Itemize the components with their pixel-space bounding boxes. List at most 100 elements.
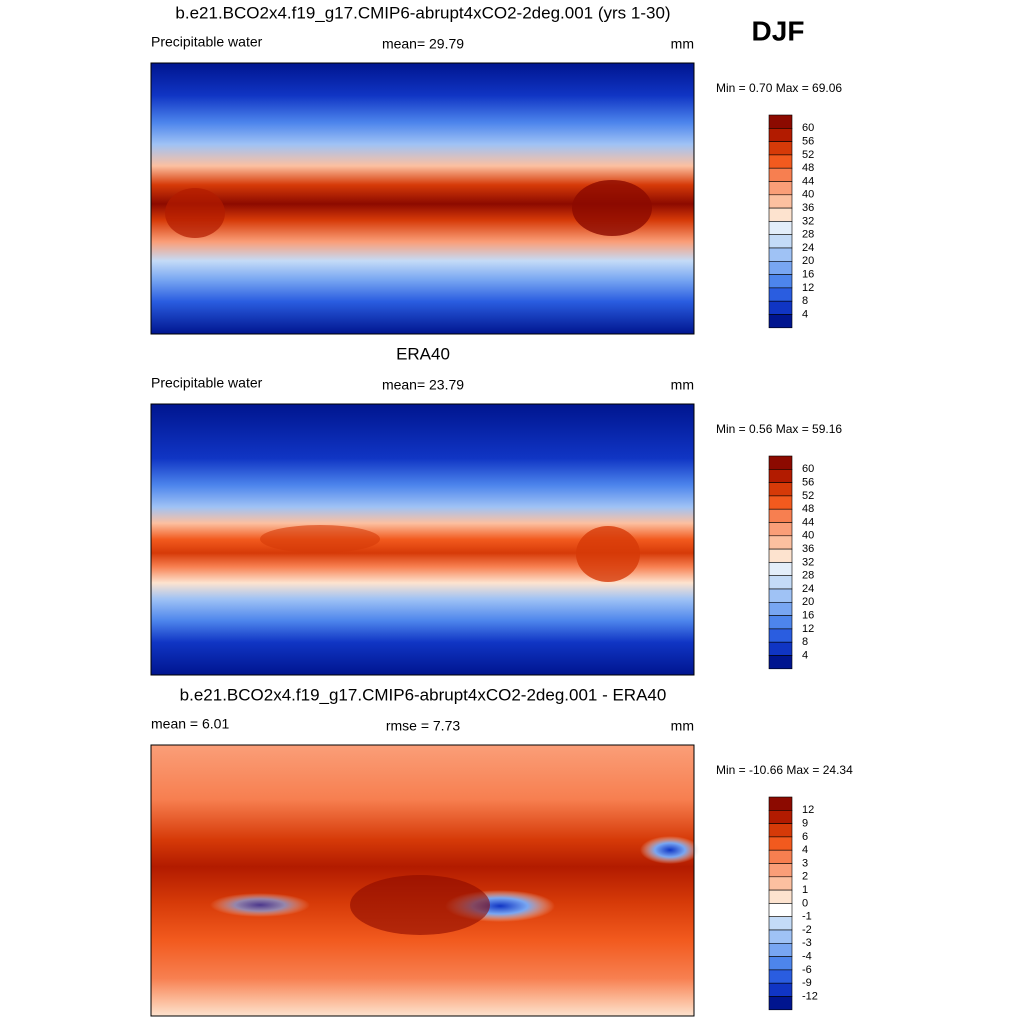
colorbar-label: 40 (802, 530, 814, 542)
colorbar-label: 20 (802, 596, 814, 608)
map-feature (350, 875, 490, 935)
colorbar-box (768, 655, 793, 670)
colorbar-label: 24 (802, 583, 814, 595)
colorbar-label: -4 (802, 951, 812, 963)
colorbar-box (768, 482, 793, 497)
colorbar-box (768, 167, 793, 182)
panel-units: mm (671, 718, 694, 734)
colorbar-box (768, 207, 793, 222)
colorbar-label: 4 (802, 649, 808, 661)
colorbar-box (768, 889, 793, 904)
colorbar-label: 1 (802, 884, 808, 896)
map-feature (210, 893, 310, 917)
panel-title: b.e21.BCO2x4.f19_g17.CMIP6-abrupt4xCO2-2… (175, 3, 670, 22)
colorbar-box (768, 996, 793, 1011)
colorbar-box (768, 260, 793, 275)
season-label: DJF (752, 15, 805, 46)
map-feature (576, 526, 640, 582)
colorbar-box (768, 154, 793, 169)
colorbar-box (768, 535, 793, 550)
colorbar-box (768, 615, 793, 630)
colorbar-box (768, 836, 793, 851)
colorbar-label: 28 (802, 570, 814, 582)
colorbar-box (768, 221, 793, 235)
colorbar-label: -6 (802, 964, 812, 976)
map-feature (640, 836, 700, 864)
colorbar-box (768, 916, 793, 931)
colorbar-box (768, 641, 793, 656)
panel-variable: Precipitable water (151, 34, 263, 50)
colorbar-label: 48 (802, 162, 814, 174)
colorbar-label: 4 (802, 308, 808, 320)
colorbar-label: 2 (802, 871, 808, 883)
panel-statistic: mean= 29.79 (382, 36, 464, 52)
colorbar-label: 3 (802, 857, 808, 869)
colorbar-label: 12 (802, 804, 814, 816)
min-max: Min = -10.66 Max = 24.34 (716, 763, 853, 777)
colorbar-label: 28 (802, 229, 814, 241)
colorbar-box (768, 863, 793, 878)
map-frame (150, 403, 695, 676)
colorbar-label: -1 (802, 911, 812, 923)
colorbar-label: 36 (802, 202, 814, 214)
colorbar-box (768, 876, 793, 891)
colorbar-label: 24 (802, 242, 814, 254)
map-frame (150, 744, 695, 1017)
panel-title: b.e21.BCO2x4.f19_g17.CMIP6-abrupt4xCO2-2… (180, 685, 667, 704)
colorbar-box (768, 141, 793, 156)
colorbar-box (768, 849, 793, 864)
colorbar-box (768, 588, 793, 603)
colorbar-label: 56 (802, 477, 814, 489)
colorbar-box (768, 128, 793, 142)
colorbar-box (768, 508, 793, 523)
colorbar-label: 6 (802, 831, 808, 843)
colorbar-box (768, 194, 793, 209)
colorbar-label: 60 (802, 463, 814, 475)
colorbar-label: 9 (802, 818, 808, 830)
colorbar-box (768, 300, 793, 315)
colorbar-box (768, 796, 793, 811)
colorbar-label: -3 (802, 937, 812, 949)
colorbar-label: 40 (802, 189, 814, 201)
colorbar-label: 0 (802, 897, 808, 909)
colorbar-label: -12 (802, 990, 818, 1002)
colorbar-box (768, 969, 793, 984)
colorbar-label: 4 (802, 844, 808, 856)
colorbar-box (768, 956, 793, 971)
colorbar-label: 60 (802, 122, 814, 134)
colorbar-label: 8 (802, 295, 808, 307)
colorbar-box (768, 628, 793, 643)
panel-statistic: rmse = 7.73 (386, 718, 461, 734)
min-max: Min = 0.70 Max = 69.06 (716, 81, 842, 95)
panel-statistic: mean= 23.79 (382, 377, 464, 393)
colorbar-label: 20 (802, 255, 814, 267)
colorbar-label: 36 (802, 543, 814, 555)
colorbar-label: 52 (802, 490, 814, 502)
colorbar-box (768, 809, 793, 824)
colorbar-box (768, 314, 793, 329)
panel-units: mm (671, 377, 694, 393)
colorbar-label: -2 (802, 924, 812, 936)
map-frame (150, 62, 695, 335)
colorbar-box (768, 982, 793, 997)
map-feature (572, 180, 652, 236)
colorbar-box (768, 234, 793, 249)
panel-units: mm (671, 36, 694, 52)
colorbar-label: 32 (802, 556, 814, 568)
colorbar-label: -9 (802, 977, 812, 989)
colorbar-box (768, 455, 793, 470)
colorbar-box (768, 522, 793, 537)
colorbar-box (768, 468, 793, 483)
colorbar-box (768, 575, 793, 590)
colorbar-box (768, 942, 793, 957)
panel-variable: Precipitable water (151, 375, 263, 391)
colorbar-box (768, 903, 793, 918)
colorbar-label: 56 (802, 136, 814, 148)
colorbar-box (768, 823, 793, 838)
colorbar-label: 8 (802, 636, 808, 648)
min-max: Min = 0.56 Max = 59.16 (716, 422, 842, 436)
colorbar-box (768, 274, 793, 289)
colorbar-box (768, 247, 793, 262)
colorbar-label: 12 (802, 282, 814, 294)
